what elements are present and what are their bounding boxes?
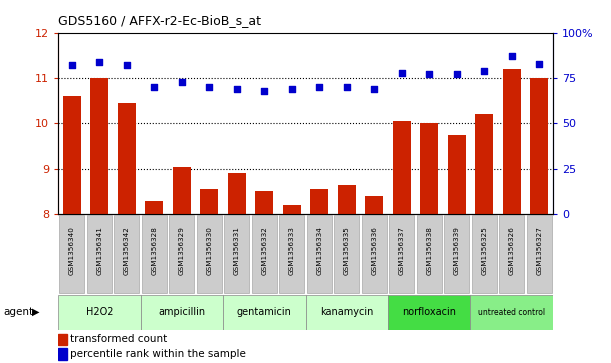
Bar xyxy=(365,196,383,363)
Text: GSM1356338: GSM1356338 xyxy=(426,226,432,275)
Text: GSM1356333: GSM1356333 xyxy=(289,226,295,275)
Text: untreated control: untreated control xyxy=(478,308,545,317)
Bar xyxy=(338,185,356,363)
Bar xyxy=(90,78,108,363)
Point xyxy=(177,79,187,85)
Text: GSM1356334: GSM1356334 xyxy=(316,226,322,275)
Text: ampicillin: ampicillin xyxy=(158,307,205,317)
Text: GSM1356339: GSM1356339 xyxy=(454,226,459,275)
Text: gentamicin: gentamicin xyxy=(237,307,291,317)
Bar xyxy=(255,192,273,363)
Text: GSM1356336: GSM1356336 xyxy=(371,226,377,275)
Text: GSM1356342: GSM1356342 xyxy=(124,226,130,275)
Text: GSM1356337: GSM1356337 xyxy=(399,226,404,275)
Bar xyxy=(475,114,493,363)
Bar xyxy=(58,295,141,330)
Bar xyxy=(228,173,246,363)
Bar xyxy=(197,215,222,293)
Text: GSM1356327: GSM1356327 xyxy=(536,226,542,275)
Point xyxy=(397,70,407,76)
Point xyxy=(149,84,159,90)
Bar xyxy=(362,215,387,293)
Text: norfloxacin: norfloxacin xyxy=(402,307,456,317)
Point xyxy=(342,84,352,90)
Text: GSM1356325: GSM1356325 xyxy=(481,226,487,275)
Bar xyxy=(141,295,223,330)
Point xyxy=(95,59,104,65)
Bar xyxy=(503,69,521,363)
Point xyxy=(232,86,242,92)
Text: GSM1356341: GSM1356341 xyxy=(97,226,102,275)
Point xyxy=(259,88,269,94)
Text: GSM1356329: GSM1356329 xyxy=(179,226,185,275)
Bar xyxy=(169,215,194,293)
Bar xyxy=(470,295,553,330)
Text: GDS5160 / AFFX-r2-Ec-BioB_s_at: GDS5160 / AFFX-r2-Ec-BioB_s_at xyxy=(58,15,261,28)
Point xyxy=(534,61,544,66)
Point xyxy=(480,68,489,74)
Bar xyxy=(252,215,277,293)
Point xyxy=(122,62,132,68)
Point xyxy=(204,84,214,90)
Bar xyxy=(389,215,414,293)
Text: GSM1356326: GSM1356326 xyxy=(509,226,514,275)
Bar xyxy=(393,121,411,363)
Bar xyxy=(142,215,167,293)
Bar xyxy=(58,348,67,360)
Bar xyxy=(58,334,67,345)
Text: transformed count: transformed count xyxy=(70,334,167,344)
Bar xyxy=(279,215,304,293)
Bar xyxy=(200,189,218,363)
Bar xyxy=(448,135,466,363)
Bar xyxy=(307,215,332,293)
Text: GSM1356330: GSM1356330 xyxy=(207,226,212,275)
Bar xyxy=(118,103,136,363)
Text: GSM1356340: GSM1356340 xyxy=(69,226,75,275)
Point xyxy=(287,86,297,92)
Point xyxy=(315,84,324,90)
Bar xyxy=(283,205,301,363)
Bar xyxy=(63,96,81,363)
Text: GSM1356335: GSM1356335 xyxy=(344,226,349,275)
Point xyxy=(507,53,517,59)
Bar xyxy=(499,215,524,293)
Text: GSM1356332: GSM1356332 xyxy=(262,226,267,275)
Point xyxy=(424,72,434,77)
Bar xyxy=(472,215,497,293)
Text: H2O2: H2O2 xyxy=(86,307,113,317)
Bar xyxy=(444,215,469,293)
Point xyxy=(67,62,77,68)
Bar xyxy=(173,167,191,363)
Text: ▶: ▶ xyxy=(32,307,39,317)
Text: kanamycin: kanamycin xyxy=(320,307,373,317)
Bar xyxy=(87,215,112,293)
Text: percentile rank within the sample: percentile rank within the sample xyxy=(70,349,246,359)
Text: agent: agent xyxy=(3,307,33,317)
Text: GSM1356331: GSM1356331 xyxy=(234,226,240,275)
Bar xyxy=(114,215,139,293)
Bar xyxy=(145,200,163,363)
Bar xyxy=(59,215,84,293)
Bar xyxy=(310,189,328,363)
Bar xyxy=(334,215,359,293)
Bar xyxy=(530,78,548,363)
Bar xyxy=(420,123,438,363)
Bar xyxy=(388,295,470,330)
Bar xyxy=(417,215,442,293)
Bar xyxy=(306,295,388,330)
Bar xyxy=(224,215,249,293)
Bar xyxy=(223,295,306,330)
Bar xyxy=(527,215,552,293)
Text: GSM1356328: GSM1356328 xyxy=(152,226,157,275)
Point xyxy=(452,72,462,77)
Point xyxy=(369,86,379,92)
